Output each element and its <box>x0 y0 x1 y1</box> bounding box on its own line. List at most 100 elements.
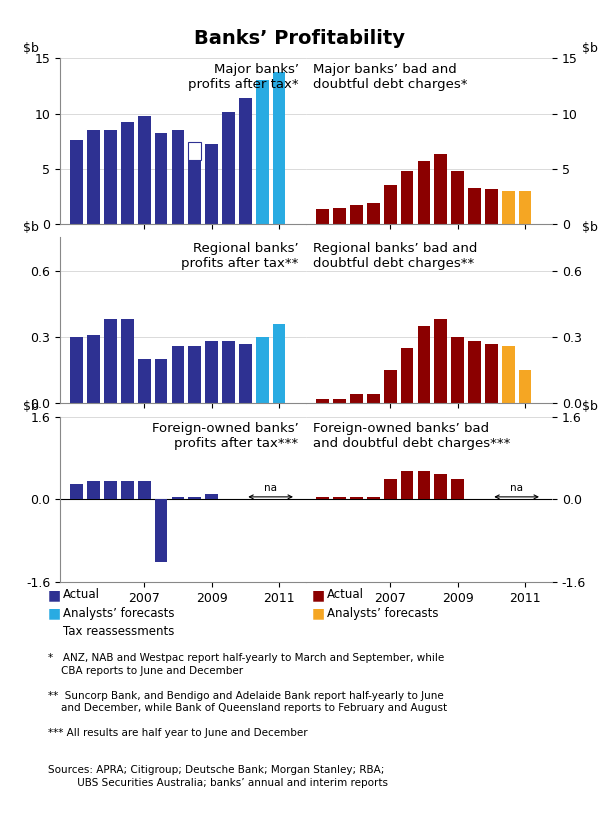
Bar <box>222 112 235 224</box>
Bar <box>70 337 83 404</box>
Bar <box>188 497 201 499</box>
Text: ■: ■ <box>312 588 325 602</box>
Bar <box>188 142 201 160</box>
Bar <box>333 207 346 224</box>
Bar <box>518 191 532 224</box>
Bar <box>87 334 100 404</box>
Bar <box>87 130 100 224</box>
Bar <box>367 497 380 499</box>
Bar <box>316 497 329 499</box>
Bar <box>418 471 430 499</box>
Bar <box>485 189 498 224</box>
Bar <box>172 497 184 499</box>
Y-axis label: $b: $b <box>23 42 38 55</box>
Text: Regional banks’
profits after tax**: Regional banks’ profits after tax** <box>181 242 299 270</box>
Bar <box>518 370 532 404</box>
Text: Major banks’
profits after tax*: Major banks’ profits after tax* <box>188 63 299 92</box>
Text: Analysts’ forecasts: Analysts’ forecasts <box>63 607 175 620</box>
Bar <box>418 326 430 404</box>
Bar <box>401 171 413 224</box>
Bar <box>70 484 83 499</box>
Bar <box>451 171 464 224</box>
Bar <box>172 130 184 224</box>
Bar <box>121 482 134 499</box>
Bar <box>451 337 464 404</box>
Y-axis label: $b: $b <box>23 221 38 234</box>
Bar <box>205 494 218 499</box>
Bar <box>256 337 269 404</box>
Bar <box>316 399 329 404</box>
Bar <box>468 188 481 224</box>
Text: **  Suncorp Bank, and Bendigo and Adelaide Bank report half-yearly to June
    a: ** Suncorp Bank, and Bendigo and Adelaid… <box>48 691 447 713</box>
Bar <box>367 203 380 224</box>
Bar <box>350 206 363 224</box>
Text: *** All results are half year to June and December: *** All results are half year to June an… <box>48 728 308 738</box>
Bar <box>502 191 515 224</box>
Bar <box>434 319 447 404</box>
Text: Foreign-owned banks’ bad
and doubtful debt charges***: Foreign-owned banks’ bad and doubtful de… <box>313 422 511 449</box>
Bar <box>485 344 498 404</box>
Bar <box>239 98 252 224</box>
Bar <box>138 116 151 224</box>
Y-axis label: $b: $b <box>23 400 38 414</box>
Bar <box>384 370 397 404</box>
Bar <box>367 394 380 404</box>
Bar <box>401 348 413 404</box>
Bar <box>333 399 346 404</box>
Bar <box>188 346 201 404</box>
Bar <box>434 155 447 224</box>
Bar <box>104 482 117 499</box>
Text: ■: ■ <box>312 607 325 620</box>
Bar <box>451 478 464 499</box>
Bar <box>70 140 83 224</box>
Bar <box>155 133 167 224</box>
Text: Analysts’ forecasts: Analysts’ forecasts <box>327 607 439 620</box>
Bar <box>121 122 134 224</box>
Text: Actual: Actual <box>63 588 100 602</box>
Bar <box>316 209 329 224</box>
Text: na: na <box>264 483 277 493</box>
Bar <box>104 319 117 404</box>
Bar <box>256 81 269 224</box>
Bar <box>172 346 184 404</box>
Text: ■: ■ <box>48 588 61 602</box>
Text: Regional banks’ bad and
doubtful debt charges**: Regional banks’ bad and doubtful debt ch… <box>313 242 478 270</box>
Bar <box>434 473 447 499</box>
Text: $b: $b <box>581 400 598 414</box>
Bar <box>272 72 286 224</box>
Text: Sources: APRA; Citigroup; Deutsche Bank; Morgan Stanley; RBA;
         UBS Secur: Sources: APRA; Citigroup; Deutsche Bank;… <box>48 765 388 788</box>
Bar <box>384 478 397 499</box>
Bar <box>155 359 167 404</box>
Text: ■: ■ <box>48 607 61 620</box>
Bar <box>205 341 218 404</box>
Bar <box>272 324 286 404</box>
Bar <box>188 160 201 224</box>
Text: $b: $b <box>581 221 598 234</box>
Bar <box>205 145 218 224</box>
Bar <box>350 394 363 404</box>
Bar <box>138 482 151 499</box>
Text: Major banks’ bad and
doubtful debt charges*: Major banks’ bad and doubtful debt charg… <box>313 63 468 92</box>
Bar <box>401 471 413 499</box>
Text: *   ANZ, NAB and Westpac report half-yearly to March and September, while
    CB: * ANZ, NAB and Westpac report half-yearl… <box>48 653 444 676</box>
Bar <box>87 482 100 499</box>
Bar <box>502 346 515 404</box>
Text: Foreign-owned banks’
profits after tax***: Foreign-owned banks’ profits after tax**… <box>152 422 299 449</box>
Bar <box>104 130 117 224</box>
Text: Banks’ Profitability: Banks’ Profitability <box>194 29 406 48</box>
Bar <box>121 319 134 404</box>
Text: ■: ■ <box>48 625 61 638</box>
Text: Tax reassessments: Tax reassessments <box>63 625 175 638</box>
Bar <box>333 497 346 499</box>
Text: Actual: Actual <box>327 588 364 602</box>
Text: $b: $b <box>581 42 598 55</box>
Bar <box>138 359 151 404</box>
Bar <box>384 186 397 224</box>
Bar <box>350 497 363 499</box>
Bar <box>155 499 167 562</box>
Bar <box>222 341 235 404</box>
Text: na: na <box>510 483 523 493</box>
Bar <box>468 341 481 404</box>
Bar <box>418 161 430 224</box>
Bar <box>239 344 252 404</box>
